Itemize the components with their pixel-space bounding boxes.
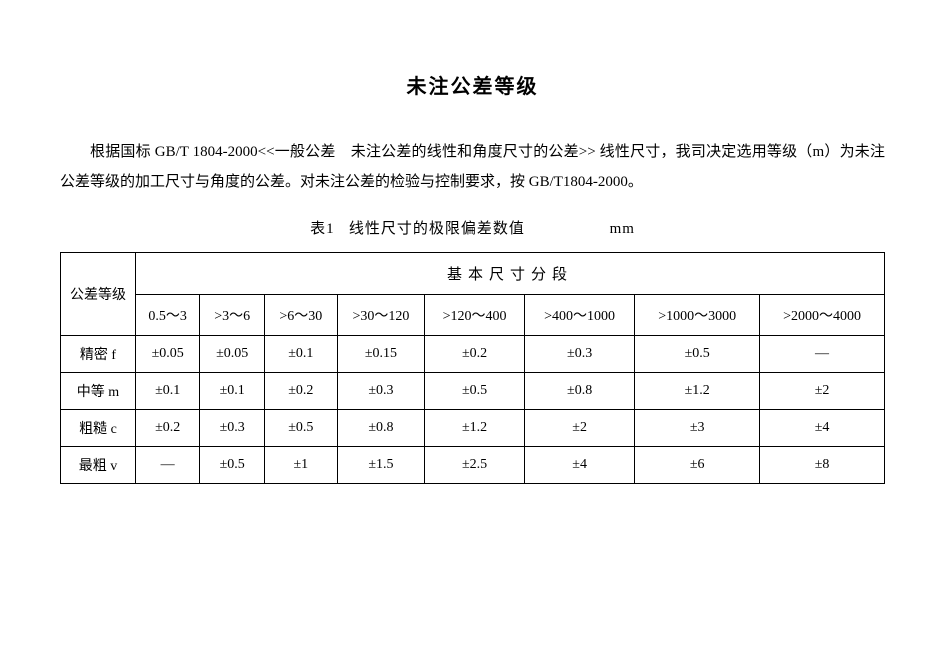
range-header: >30～120 (337, 295, 424, 336)
cell: ±0.2 (425, 336, 525, 373)
cell: ±1 (264, 447, 337, 484)
range-header: >400～1000 (524, 295, 634, 336)
cell: ±1.5 (337, 447, 424, 484)
cell: ±4 (760, 410, 885, 447)
caption-label: 表1 (310, 221, 335, 237)
caption-text: 线性尺寸的极限偏差数值 (349, 221, 525, 237)
row-label: 最粗 v (61, 447, 136, 484)
range-header: >120～400 (425, 295, 525, 336)
cell: ±0.5 (425, 373, 525, 410)
page-title: 未注公差等级 (60, 70, 885, 99)
row-label: 精密 f (61, 336, 136, 373)
cell: — (760, 336, 885, 373)
caption-unit: mm (610, 221, 635, 238)
cell: ±0.05 (200, 336, 265, 373)
cell: ±0.2 (135, 410, 200, 447)
cell: ±1.2 (425, 410, 525, 447)
cell: ±3 (635, 410, 760, 447)
intro-paragraph: 根据国标 GB/T 1804-2000<<一般公差 未注公差的线性和角度尺寸的公… (60, 137, 885, 197)
range-header: 0.5～3 (135, 295, 200, 336)
cell: ±0.8 (524, 373, 634, 410)
document-page: 未注公差等级 根据国标 GB/T 1804-2000<<一般公差 未注公差的线性… (0, 0, 945, 484)
cell: — (135, 447, 200, 484)
cell: ±4 (524, 447, 634, 484)
cell: ±8 (760, 447, 885, 484)
table-row: 中等 m ±0.1 ±0.1 ±0.2 ±0.3 ±0.5 ±0.8 ±1.2 … (61, 373, 885, 410)
cell: ±0.1 (135, 373, 200, 410)
cell: ±0.1 (264, 336, 337, 373)
range-header: >3～6 (200, 295, 265, 336)
cell: ±2.5 (425, 447, 525, 484)
cell: ±0.1 (200, 373, 265, 410)
corner-header: 公差等级 (61, 253, 136, 336)
cell: ±0.5 (264, 410, 337, 447)
cell: ±0.3 (524, 336, 634, 373)
row-label: 粗糙 c (61, 410, 136, 447)
cell: ±0.15 (337, 336, 424, 373)
cell: ±0.3 (200, 410, 265, 447)
cell: ±0.2 (264, 373, 337, 410)
table-caption: 表1 线性尺寸的极限偏差数值 mm (60, 217, 885, 238)
cell: ±0.5 (635, 336, 760, 373)
table-row: 精密 f ±0.05 ±0.05 ±0.1 ±0.15 ±0.2 ±0.3 ±0… (61, 336, 885, 373)
cell: ±0.05 (135, 336, 200, 373)
range-header: >1000～3000 (635, 295, 760, 336)
cell: ±2 (760, 373, 885, 410)
table-row: 最粗 v — ±0.5 ±1 ±1.5 ±2.5 ±4 ±6 ±8 (61, 447, 885, 484)
range-header: >2000～4000 (760, 295, 885, 336)
cell: ±0.5 (200, 447, 265, 484)
range-header: >6～30 (264, 295, 337, 336)
cell: ±1.2 (635, 373, 760, 410)
cell: ±0.8 (337, 410, 424, 447)
cell: ±6 (635, 447, 760, 484)
row-label: 中等 m (61, 373, 136, 410)
span-header: 基本尺寸分段 (135, 253, 884, 295)
cell: ±0.3 (337, 373, 424, 410)
tolerance-table: 公差等级 基本尺寸分段 0.5～3 >3～6 >6～30 >30～120 >12… (60, 252, 885, 484)
cell: ±2 (524, 410, 634, 447)
table-row: 粗糙 c ±0.2 ±0.3 ±0.5 ±0.8 ±1.2 ±2 ±3 ±4 (61, 410, 885, 447)
